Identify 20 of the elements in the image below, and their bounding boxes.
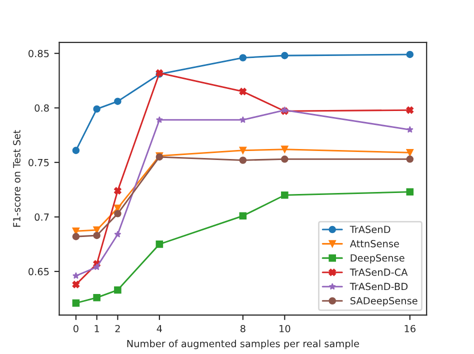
legend-label: TrASenD-CA [350, 268, 408, 276]
x-tick-label: 1 [94, 325, 100, 332]
legend-label: TrASenD-BD [350, 282, 408, 290]
y-axis-title: F1-score on Test Set [13, 130, 20, 227]
y-tick-label: 0.65 [28, 268, 49, 276]
y-tick-label: 0.85 [28, 50, 49, 58]
x-axis-title: Number of augmented samples per real sample [127, 340, 359, 350]
legend-label: SADeepSense [350, 297, 418, 306]
y-tick-label: 0.75 [28, 158, 49, 166]
legend-label: AttnSense [350, 240, 399, 248]
legend-label: DeepSense [350, 254, 404, 264]
legend-label: TrASenD [350, 226, 390, 234]
x-tick-label: 4 [156, 325, 162, 332]
x-tick-label: 10 [280, 324, 290, 332]
y-tick-label: 0.7 [34, 213, 49, 221]
x-tick-label: 8 [240, 324, 246, 332]
x-tick-label: 0 [73, 324, 78, 332]
y-tick-label: 0.8 [34, 104, 49, 112]
x-tick-label: 16 [404, 324, 416, 332]
x-tick-label: 2 [115, 324, 120, 332]
